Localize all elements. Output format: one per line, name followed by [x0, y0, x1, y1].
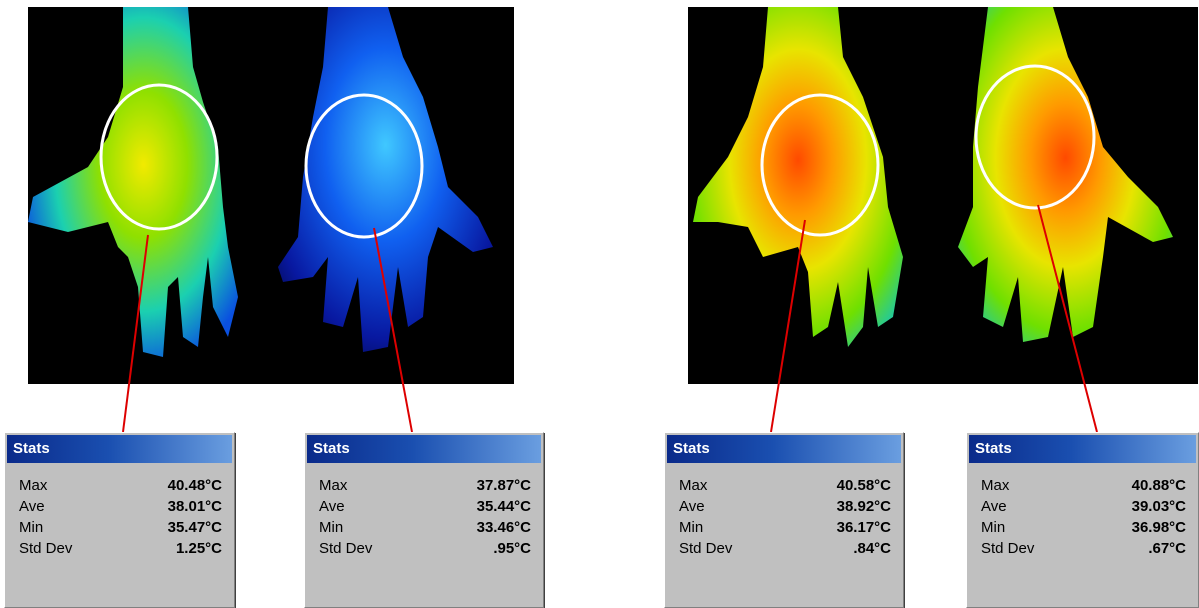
- stat-label: Min: [981, 519, 1006, 536]
- thermal-image-right: [688, 7, 1198, 384]
- stat-label: Ave: [679, 498, 705, 515]
- stat-label: Min: [679, 519, 704, 536]
- stat-value: 38.92°C: [836, 498, 891, 515]
- stats-title: Stats: [667, 435, 901, 463]
- right-hand-cool: [278, 7, 493, 352]
- stat-row-max: Max 40.48°C: [19, 475, 222, 496]
- roi-circle-right: [974, 64, 1096, 210]
- stat-label: Max: [679, 477, 708, 494]
- stats-title: Stats: [969, 435, 1196, 463]
- stat-row-std-dev: Std Dev .67°C: [981, 538, 1186, 559]
- stat-row-std-dev: Std Dev .95°C: [319, 538, 531, 559]
- stat-value: 40.48°C: [167, 477, 222, 494]
- stat-value: 36.17°C: [836, 519, 891, 536]
- stat-label: Std Dev: [981, 540, 1035, 557]
- stats-title: Stats: [307, 435, 541, 463]
- stat-row-max: Max 40.58°C: [679, 475, 891, 496]
- stat-label: Ave: [981, 498, 1007, 515]
- stat-row-ave: Ave 39.03°C: [981, 496, 1186, 517]
- stat-label: Max: [19, 477, 48, 494]
- stat-row-ave: Ave 38.92°C: [679, 496, 891, 517]
- roi-circle-right: [304, 93, 424, 239]
- stat-label: Std Dev: [19, 540, 73, 557]
- stat-value: 39.03°C: [1131, 498, 1186, 515]
- stat-value: 35.44°C: [476, 498, 531, 515]
- stat-value: .84°C: [853, 540, 891, 557]
- stats-panel: Stats Max 40.58°C Ave 38.92°C Min 36.17°C S…: [664, 432, 904, 608]
- stat-value: 40.58°C: [836, 477, 891, 494]
- stat-row-min: Min 35.47°C: [19, 517, 222, 538]
- stat-value: 38.01°C: [167, 498, 222, 515]
- stat-value: 40.88°C: [1131, 477, 1186, 494]
- stat-label: Ave: [19, 498, 45, 515]
- stats-panel: Stats Max 40.88°C Ave 39.03°C Min 36.98°C S…: [966, 432, 1199, 608]
- stat-row-ave: Ave 35.44°C: [319, 496, 531, 517]
- roi-circle-left: [760, 93, 880, 237]
- left-hand-hot: [693, 7, 903, 347]
- stat-row-std-dev: Std Dev .84°C: [679, 538, 891, 559]
- stat-row-min: Min 36.98°C: [981, 517, 1186, 538]
- stat-value: 1.25°C: [175, 540, 222, 557]
- stats-title: Stats: [7, 435, 232, 463]
- stat-value: 33.46°C: [476, 519, 531, 536]
- stat-value: 35.47°C: [167, 519, 222, 536]
- left-hand-warm: [28, 7, 238, 357]
- stat-row-min: Min 33.46°C: [319, 517, 531, 538]
- right-hand-hot: [958, 7, 1173, 342]
- stat-row-max: Max 37.87°C: [319, 475, 531, 496]
- stat-row-ave: Ave 38.01°C: [19, 496, 222, 517]
- stats-panel: Stats Max 37.87°C Ave 35.44°C Min 33.46°C S…: [304, 432, 544, 608]
- stat-value: .95°C: [493, 540, 531, 557]
- stat-label: Min: [319, 519, 344, 536]
- stat-label: Min: [19, 519, 44, 536]
- stat-label: Std Dev: [319, 540, 373, 557]
- stat-row-min: Min 36.17°C: [679, 517, 891, 538]
- stat-value: 36.98°C: [1131, 519, 1186, 536]
- stat-value: .67°C: [1148, 540, 1186, 557]
- stat-label: Max: [981, 477, 1010, 494]
- stat-label: Ave: [319, 498, 345, 515]
- stat-label: Max: [319, 477, 348, 494]
- stat-row-max: Max 40.88°C: [981, 475, 1186, 496]
- stat-value: 37.87°C: [476, 477, 531, 494]
- stat-label: Std Dev: [679, 540, 733, 557]
- thermal-image-left: [28, 7, 514, 384]
- stat-row-std-dev: Std Dev 1.25°C: [19, 538, 222, 559]
- roi-circle-left: [99, 83, 219, 231]
- stats-panel: Stats Max 40.48°C Ave 38.01°C Min 35.47°C S…: [4, 432, 235, 608]
